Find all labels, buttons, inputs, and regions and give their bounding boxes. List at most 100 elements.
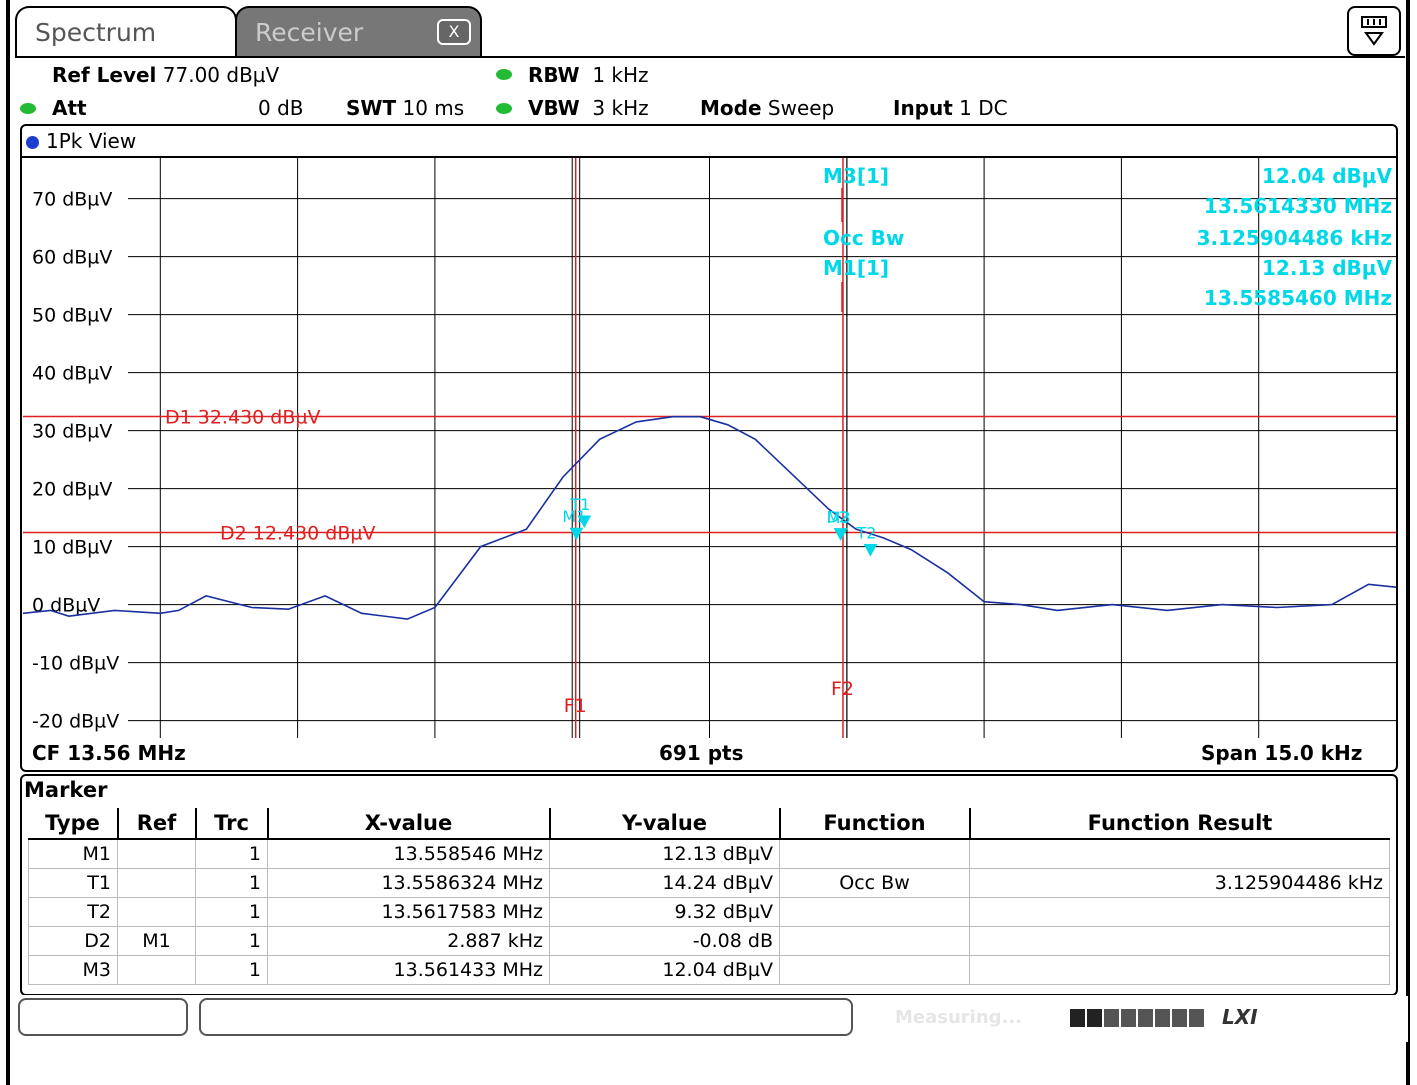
marker-cell-x: 2.887 kHz bbox=[267, 926, 550, 956]
marker-label: D2 bbox=[827, 508, 850, 527]
marker-cell-x: 13.561433 MHz bbox=[267, 955, 550, 985]
marker-row-d2[interactable]: D2 M1 1 2.887 kHz -0.08 dB bbox=[28, 926, 1390, 956]
vbw-status-led bbox=[496, 103, 512, 114]
readout-value: 3.125904486 kHz bbox=[1197, 226, 1392, 250]
center-frequency-label[interactable]: CF 13.56 MHz bbox=[32, 741, 186, 765]
rbw-value: 1 kHz bbox=[592, 63, 649, 87]
marker-t2 bbox=[863, 544, 878, 557]
vbw-label: VBW bbox=[528, 96, 580, 120]
y-tick-label: -10 dBµV bbox=[32, 653, 119, 675]
marker-cell-type: M1 bbox=[28, 838, 118, 869]
input-label: Input bbox=[893, 96, 953, 120]
att-value[interactable]: 0 dB bbox=[258, 96, 304, 120]
y-tick-label: 40 dBµV bbox=[32, 363, 112, 385]
y-tick-label: 30 dBµV bbox=[32, 421, 112, 443]
marker-cell-x: 13.5586324 MHz bbox=[267, 868, 550, 898]
marker-cell-func bbox=[779, 955, 970, 985]
input-value: 1 DC bbox=[959, 96, 1008, 120]
progress-segment bbox=[1104, 1009, 1119, 1027]
lxi-logo: LXI bbox=[1222, 1005, 1258, 1029]
col-type: Type bbox=[28, 808, 118, 840]
marker-cell-result bbox=[969, 897, 1390, 927]
marker-label: M1 bbox=[562, 507, 586, 526]
marker-cell-type: M3 bbox=[28, 955, 118, 985]
ref-level-value: 77.00 dBµV bbox=[162, 63, 280, 87]
marker-cell-y: -0.08 dB bbox=[549, 926, 780, 956]
display-line-label: D2 12.430 dBµV bbox=[220, 523, 375, 545]
marker-cell-type: T2 bbox=[28, 897, 118, 927]
swt-setting[interactable]: SWT 10 ms bbox=[346, 96, 464, 120]
readout-value: 13.5585460 MHz bbox=[1204, 286, 1392, 310]
marker-cell-ref bbox=[117, 897, 196, 927]
status-message-field[interactable] bbox=[199, 998, 853, 1036]
mode-setting[interactable]: Mode Sweep bbox=[700, 96, 834, 120]
marker-cell-type: D2 bbox=[28, 926, 118, 956]
att-status-led bbox=[20, 103, 36, 114]
marker-table-title: Marker bbox=[24, 778, 108, 802]
y-tick-label: 50 dBµV bbox=[32, 305, 112, 327]
marker-cell-y: 14.24 dBµV bbox=[549, 868, 780, 898]
marker-cell-ref bbox=[117, 838, 196, 869]
marker-cell-trc: 1 bbox=[195, 868, 268, 898]
marker-t1 bbox=[577, 515, 592, 529]
readout-label: M1[1] bbox=[823, 256, 889, 280]
window-frame bbox=[6, 0, 1410, 1085]
view-title: 1Pk View bbox=[46, 129, 137, 153]
marker-cell-x: 13.5617583 MHz bbox=[267, 897, 550, 927]
progress-segment bbox=[1070, 1009, 1085, 1027]
rbw-status-led bbox=[496, 69, 512, 80]
status-field-left[interactable] bbox=[18, 998, 188, 1036]
marker-row-m3[interactable]: M3 1 13.561433 MHz 12.04 dBµV bbox=[28, 955, 1390, 985]
tab-close-button[interactable]: X bbox=[437, 19, 471, 45]
measuring-status: Measuring... bbox=[895, 1007, 1023, 1028]
marker-label: M3 bbox=[827, 508, 851, 527]
view-title-divider bbox=[20, 156, 1398, 158]
marker-row-m1[interactable]: M1 1 13.558546 MHz 12.13 dBµV bbox=[28, 838, 1390, 869]
marker-cell-y: 12.04 dBµV bbox=[549, 955, 780, 985]
col-trc: Trc bbox=[194, 808, 268, 840]
window-menu-button[interactable] bbox=[1347, 6, 1401, 56]
swt-label: SWT bbox=[346, 96, 397, 120]
marker-row-t2[interactable]: T2 1 13.5617583 MHz 9.32 dBµV bbox=[28, 897, 1390, 927]
ref-level-setting[interactable]: Ref Level 77.00 dBµV bbox=[52, 63, 279, 87]
marker-m1 bbox=[569, 527, 584, 541]
marker-table: Type Ref Trc X-value Y-value Function Fu… bbox=[28, 808, 1390, 985]
marker-cell-ref bbox=[117, 955, 196, 985]
swt-value: 10 ms bbox=[402, 96, 465, 120]
trace-view-panel[interactable] bbox=[20, 124, 1398, 772]
sweep-progress-bar bbox=[1070, 1009, 1204, 1027]
mode-label: Mode bbox=[700, 96, 762, 120]
trace-1 bbox=[22, 415, 1397, 620]
marker-m3 bbox=[833, 528, 848, 541]
vbw-value: 3 kHz bbox=[592, 96, 649, 120]
span-label[interactable]: Span 15.0 kHz bbox=[1201, 741, 1363, 765]
col-y-value: Y-value bbox=[548, 808, 780, 840]
y-tick-label: 70 dBµV bbox=[32, 189, 112, 211]
y-tick-label: 60 dBµV bbox=[32, 247, 112, 269]
y-tick-label: 20 dBµV bbox=[32, 479, 112, 501]
y-tick-label: -20 dBµV bbox=[32, 711, 119, 733]
marker-row-t1[interactable]: T1 1 13.5586324 MHz 14.24 dBµV Occ Bw 3.12590… bbox=[28, 868, 1390, 898]
marker-cell-trc: 1 bbox=[195, 838, 268, 869]
points-label: 691 pts bbox=[659, 741, 744, 765]
readout-label: M3[1] bbox=[823, 164, 889, 188]
vbw-setting[interactable]: VBW 3 kHz bbox=[528, 96, 649, 120]
mode-value: Sweep bbox=[767, 96, 835, 120]
rbw-setting[interactable]: RBW 1 kHz bbox=[528, 63, 649, 87]
marker-cell-ref: M1 bbox=[117, 926, 196, 956]
marker-label: T1 bbox=[569, 495, 590, 514]
tab-spectrum[interactable]: Spectrum bbox=[15, 6, 237, 56]
col-function-result: Function Result bbox=[968, 808, 1390, 840]
col-function: Function bbox=[778, 808, 970, 840]
progress-segment bbox=[1121, 1009, 1136, 1027]
marker-cell-result bbox=[969, 926, 1390, 956]
col-x-value: X-value bbox=[266, 808, 550, 840]
marker-cell-trc: 1 bbox=[195, 926, 268, 956]
att-label: Att bbox=[52, 96, 87, 120]
marker-cell-trc: 1 bbox=[195, 955, 268, 985]
marker-cell-y: 9.32 dBµV bbox=[549, 897, 780, 927]
frequency-line-label: F1 bbox=[564, 695, 587, 717]
input-setting[interactable]: Input 1 DC bbox=[893, 96, 1008, 120]
marker-cell-type: T1 bbox=[28, 868, 118, 898]
